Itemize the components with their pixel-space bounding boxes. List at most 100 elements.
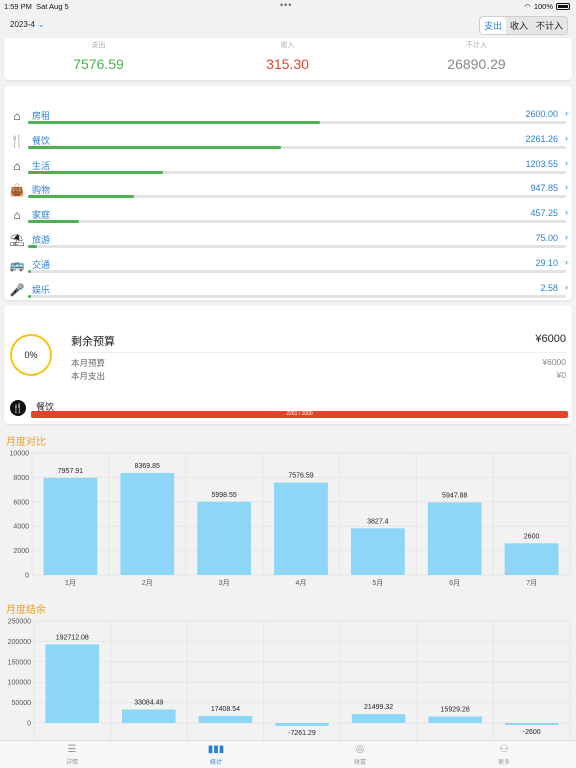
tab-label: 详情 xyxy=(65,760,78,766)
category-progress-track xyxy=(28,269,566,273)
chevron-right-icon: › xyxy=(565,132,568,143)
chevron-right-icon: › xyxy=(565,157,568,168)
tab-list[interactable]: ☰ 详情 xyxy=(42,743,102,766)
category-row[interactable]: 🍴 餐饮 2261.26 › xyxy=(4,131,572,156)
category-amount: 2.58 xyxy=(540,282,558,293)
budget-remaining: ¥6000 xyxy=(535,333,566,345)
chevron-right-icon: › xyxy=(565,256,568,267)
summary-income-value: 315.30 xyxy=(266,56,309,72)
house-percent-icon: ⌂ xyxy=(13,158,21,173)
house-percent-icon: ⌂ xyxy=(13,109,21,123)
y-tick-label: 6000 xyxy=(13,499,29,506)
category-row[interactable]: ⌂ 生活 1203.55 › xyxy=(4,156,572,181)
month-label: 2023-4 xyxy=(10,20,35,29)
chevron-right-icon: › xyxy=(565,207,568,218)
dining-icon: 🍴 xyxy=(9,133,25,148)
bus-icon: 🚌 xyxy=(9,257,25,272)
bar xyxy=(428,716,482,723)
monthly-compare-title: 月度对比 xyxy=(6,437,46,448)
data-label: 7576.59 xyxy=(288,473,313,480)
bar xyxy=(504,543,559,575)
multitask-dots-icon[interactable]: ••• xyxy=(280,0,293,10)
x-tick-label: 5月 xyxy=(372,579,383,587)
bar xyxy=(275,723,329,726)
bar xyxy=(274,482,328,575)
bar xyxy=(350,528,405,575)
budget-title: 剩余预算 xyxy=(71,336,115,348)
dining-icon: 🍴 xyxy=(10,400,26,416)
data-label: 2600 xyxy=(524,533,540,540)
category-row[interactable]: 🚌 交通 29.10 › xyxy=(4,255,572,280)
beach-icon: ⛱ xyxy=(9,233,25,247)
budget-category-name: 餐饮 xyxy=(36,402,55,412)
tab-people[interactable]: ⚇ 更多 xyxy=(474,743,534,766)
category-progress-track xyxy=(28,145,566,149)
category-name: 房租 xyxy=(32,111,51,121)
category-progress-fill xyxy=(28,245,37,248)
category-name: 娱乐 xyxy=(32,284,51,295)
tab-label: 财富 xyxy=(353,760,366,766)
category-name: 购物 xyxy=(32,185,51,196)
status-right: ◠ 100% xyxy=(524,2,570,11)
status-time: 1:59 PM Sat Aug 5 xyxy=(4,2,69,11)
category-row[interactable]: 🎤 娱乐 2.58 › xyxy=(4,280,572,305)
category-progress-fill xyxy=(28,145,282,149)
bar xyxy=(351,714,406,723)
category-amount: 1203.55 xyxy=(525,158,558,169)
category-name: 餐饮 xyxy=(32,135,51,146)
battery-percent: 100% xyxy=(533,2,553,11)
category-progress-fill xyxy=(28,294,31,298)
category-amount: 29.10 xyxy=(535,257,558,268)
status-bar: 1:59 PM Sat Aug 5 ••• ◠ 100% xyxy=(0,0,576,12)
bar xyxy=(45,644,100,723)
bar xyxy=(198,715,253,723)
x-tick-label: 2月 xyxy=(142,579,153,587)
category-progress-track xyxy=(28,121,566,124)
tab-target[interactable]: ◎ 财富 xyxy=(330,743,390,766)
category-amount: 75.00 xyxy=(535,233,558,243)
category-progress-fill xyxy=(28,170,164,174)
category-amount: 947.85 xyxy=(530,183,558,194)
y-tick-label: 0 xyxy=(27,721,31,728)
y-tick-label: 2000 xyxy=(13,548,29,555)
category-amount: 457.25 xyxy=(530,208,558,219)
summary-card: 支出 7576.59 收入 315.30 不计入 26890.29 xyxy=(4,38,572,80)
data-label: 8369.85 xyxy=(135,463,160,470)
tab-bar-chart[interactable]: ▮▮▮ 统计 xyxy=(186,743,246,766)
category-amount: 2261.26 xyxy=(525,133,558,144)
x-tick-label: 6月 xyxy=(449,579,460,587)
category-progress-track xyxy=(28,245,566,248)
data-label: 5947.88 xyxy=(442,492,467,499)
summary-income: 收入 315.30 xyxy=(193,40,382,72)
y-tick-label: 250000 xyxy=(8,619,31,626)
category-row[interactable]: ⌂ 家庭 457.25 › xyxy=(4,205,572,230)
monthly-budget-value: ¥6000 xyxy=(542,357,566,367)
header: 2023-4 ⌄ 支出 收入 不计入 xyxy=(0,12,576,36)
summary-expense: 支出 7576.59 xyxy=(4,40,193,72)
seg-income[interactable]: 收入 xyxy=(509,21,528,31)
budget-card[interactable]: 0% 剩余预算 ¥6000 本月预算 ¥6000 本月支出 ¥0 🍴 餐饮 22… xyxy=(4,306,572,424)
y-tick-label: 100000 xyxy=(8,680,31,687)
y-tick-label: 50000 xyxy=(12,700,32,707)
data-label: 5998.55 xyxy=(211,492,236,499)
monthly-compare-chart: 0 2000 4000 6000 8000 10000 7957.91 1月 8369.85 2月… xyxy=(0,448,576,594)
data-label: 7957.91 xyxy=(58,468,83,475)
category-row[interactable]: ⛱ 旅游 75.00 › xyxy=(4,230,572,255)
monthly-budget-label: 本月预算 xyxy=(71,358,106,368)
chevron-right-icon: › xyxy=(565,281,568,292)
people-icon: ⚇ xyxy=(499,744,509,755)
data-label: -2600 xyxy=(523,729,541,736)
seg-excluded[interactable]: 不计入 xyxy=(535,21,563,31)
summary-expense-label: 支出 xyxy=(91,42,106,49)
bar xyxy=(43,477,98,575)
monthly-balance-title: 月度结余 xyxy=(6,605,46,616)
x-tick-label: 1月 xyxy=(65,579,76,587)
category-name: 生活 xyxy=(32,160,51,171)
month-picker[interactable]: 2023-4 ⌄ xyxy=(10,20,45,29)
x-tick-label: 4月 xyxy=(296,579,307,587)
category-row[interactable]: 👜 购物 947.85 › xyxy=(4,180,572,205)
chevron-right-icon: › xyxy=(565,108,568,118)
seg-expense[interactable]: 支出 xyxy=(479,17,506,34)
summary-income-label: 收入 xyxy=(280,42,295,49)
category-row[interactable]: ⌂ 房租 2600.00 › xyxy=(4,106,572,131)
